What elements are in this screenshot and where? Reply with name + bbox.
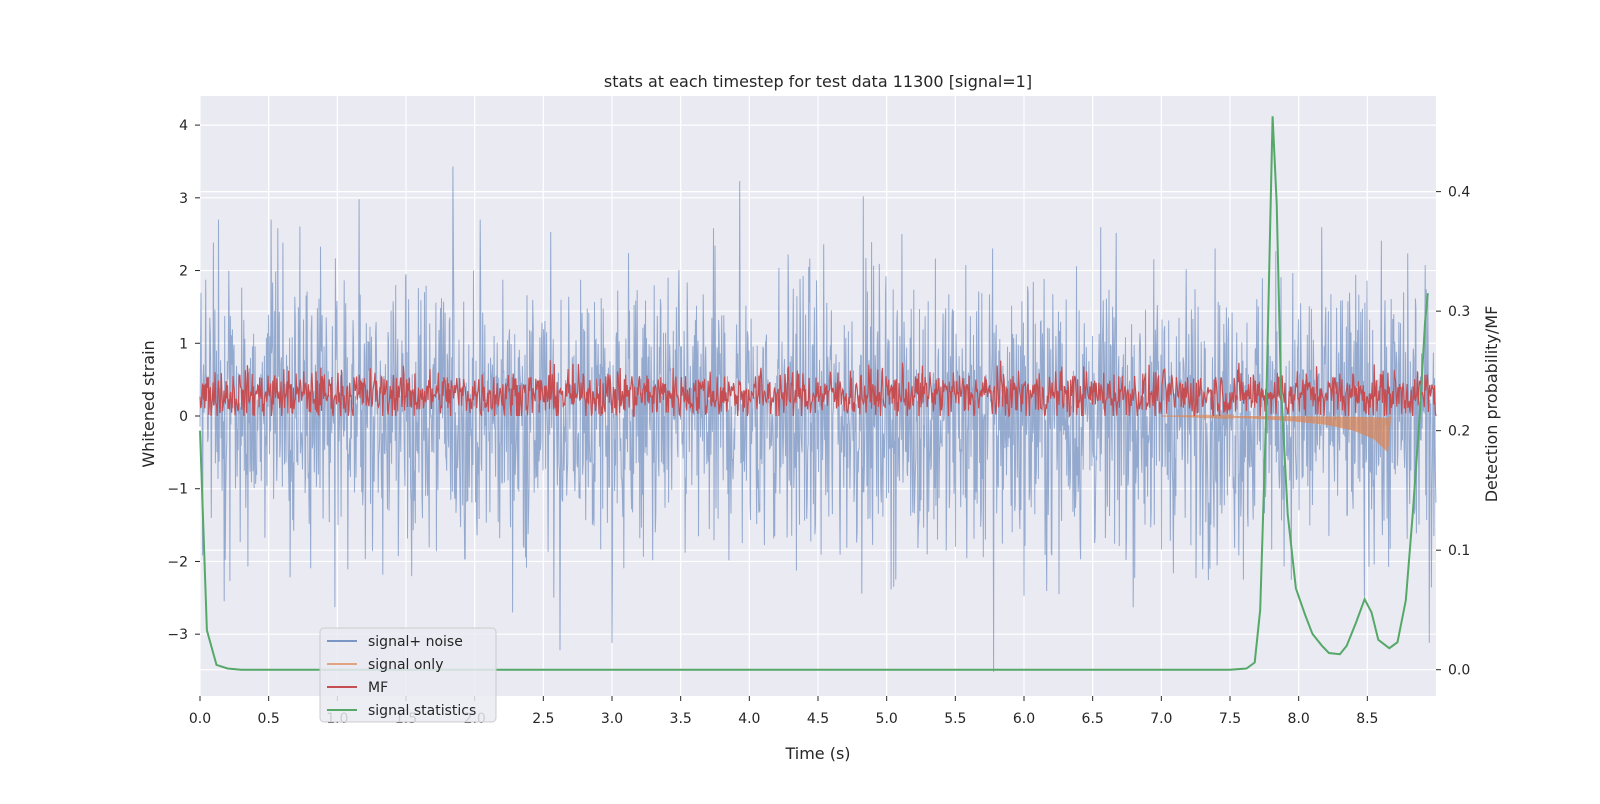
x-tick-label: 4.5: [807, 711, 829, 727]
y2-tick-label: 0.4: [1448, 185, 1470, 201]
x-tick-label: 4.0: [738, 711, 760, 727]
y2-tick-label: 0.1: [1448, 543, 1470, 559]
x-tick-label: 6.5: [1082, 711, 1104, 727]
x-tick-label: 8.0: [1288, 711, 1310, 727]
legend: signal+ noise signal only MF signal statist…: [319, 627, 497, 723]
x-tick-label: 6.0: [1013, 711, 1035, 727]
y2-tick-label: 0.3: [1448, 304, 1470, 320]
x-tick-label: 3.5: [670, 711, 692, 727]
legend-label: signal statistics: [368, 703, 476, 719]
x-tick-label: 7.0: [1150, 711, 1172, 727]
legend-label: MF: [368, 680, 388, 696]
x-tick-label: 3.0: [601, 711, 623, 727]
plot-area: [199, 116, 1437, 673]
x-tick-label: 0.0: [189, 711, 211, 727]
chart-title: stats at each timestep for test data 113…: [604, 72, 1032, 91]
y-tick-label: −3: [167, 627, 188, 643]
y-tick-label: −2: [167, 554, 188, 570]
mf-line: [199, 360, 1437, 418]
y-tick-label: 2: [179, 264, 188, 280]
x-tick-label: 8.5: [1356, 711, 1378, 727]
y-tick-label: 1: [179, 336, 188, 352]
x-tick-label: 2.5: [532, 711, 554, 727]
x-axis-label: Time (s): [784, 744, 850, 763]
y-tick-label: 4: [179, 118, 188, 134]
signal-statistics-line: [199, 116, 1429, 671]
y2-axis-label: Detection probability/MF: [1482, 306, 1501, 503]
legend-box: [319, 627, 497, 723]
y2-tick-label: 0.2: [1448, 424, 1470, 440]
y-axis-label: Whitened strain: [139, 340, 158, 467]
legend-label: signal+ noise: [368, 634, 463, 650]
x-tick-label: 7.5: [1219, 711, 1241, 727]
legend-label: signal only: [368, 657, 443, 673]
x-tick-label: 5.5: [944, 711, 966, 727]
y2-tick-label: 0.0: [1448, 663, 1470, 679]
x-tick-label: 0.5: [258, 711, 280, 727]
y-tick-label: −1: [167, 482, 188, 498]
signal-noise-line: [199, 166, 1437, 673]
x-tick-label: 5.0: [876, 711, 898, 727]
signal-only-line: [1161, 413, 1392, 453]
y-tick-label: 0: [179, 409, 188, 425]
y-tick-label: 3: [179, 191, 188, 207]
